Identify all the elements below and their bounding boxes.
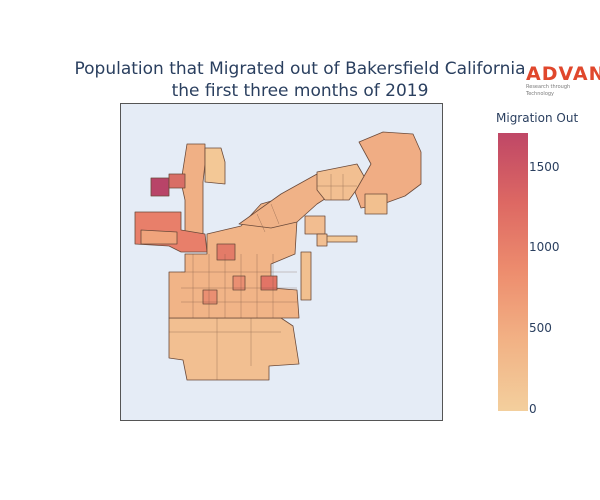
region-far-ne-2[interactable] bbox=[364, 193, 388, 215]
region-east-strip[interactable] bbox=[324, 235, 358, 243]
region-west-arm-2[interactable] bbox=[140, 229, 178, 245]
region-east-mid[interactable] bbox=[304, 215, 326, 235]
colorbar-tick-1500: 1500 bbox=[529, 160, 560, 174]
logo-brand: ADVAN bbox=[526, 63, 600, 85]
colorbar bbox=[498, 133, 528, 411]
map-frame[interactable] bbox=[120, 103, 443, 421]
colorbar-tick-1000: 1000 bbox=[529, 240, 560, 254]
region-far-ne[interactable] bbox=[354, 131, 422, 209]
region-hot-2[interactable] bbox=[168, 173, 186, 189]
region-nw-top[interactable] bbox=[204, 147, 226, 185]
chart-title-line-2: the first three months of 2019 bbox=[171, 81, 429, 101]
region-nw-column[interactable] bbox=[180, 143, 206, 235]
region-east-dotted[interactable] bbox=[316, 163, 366, 201]
region-east-small[interactable] bbox=[316, 233, 328, 247]
chart-title: Population that Migrated out of Bakersfi… bbox=[0, 58, 600, 102]
region-central-3[interactable] bbox=[202, 289, 218, 305]
colorbar-tick-0: 0 bbox=[529, 402, 537, 416]
tract-boundaries bbox=[169, 174, 357, 380]
region-central-hot[interactable] bbox=[216, 243, 236, 261]
region-hot[interactable] bbox=[150, 177, 170, 197]
colorbar-tick-500: 500 bbox=[529, 321, 552, 335]
logo-tagline: Research through Technology bbox=[526, 84, 571, 97]
choropleth-map[interactable] bbox=[121, 104, 442, 420]
chart-title-line-1: Population that Migrated out of Bakersfi… bbox=[74, 59, 526, 79]
advan-logo: ADVAN Research through Technology bbox=[526, 63, 600, 98]
colorbar-title: Migration Out bbox=[496, 111, 579, 125]
region-east-stub[interactable] bbox=[300, 251, 312, 301]
region-south-block[interactable] bbox=[168, 317, 300, 381]
